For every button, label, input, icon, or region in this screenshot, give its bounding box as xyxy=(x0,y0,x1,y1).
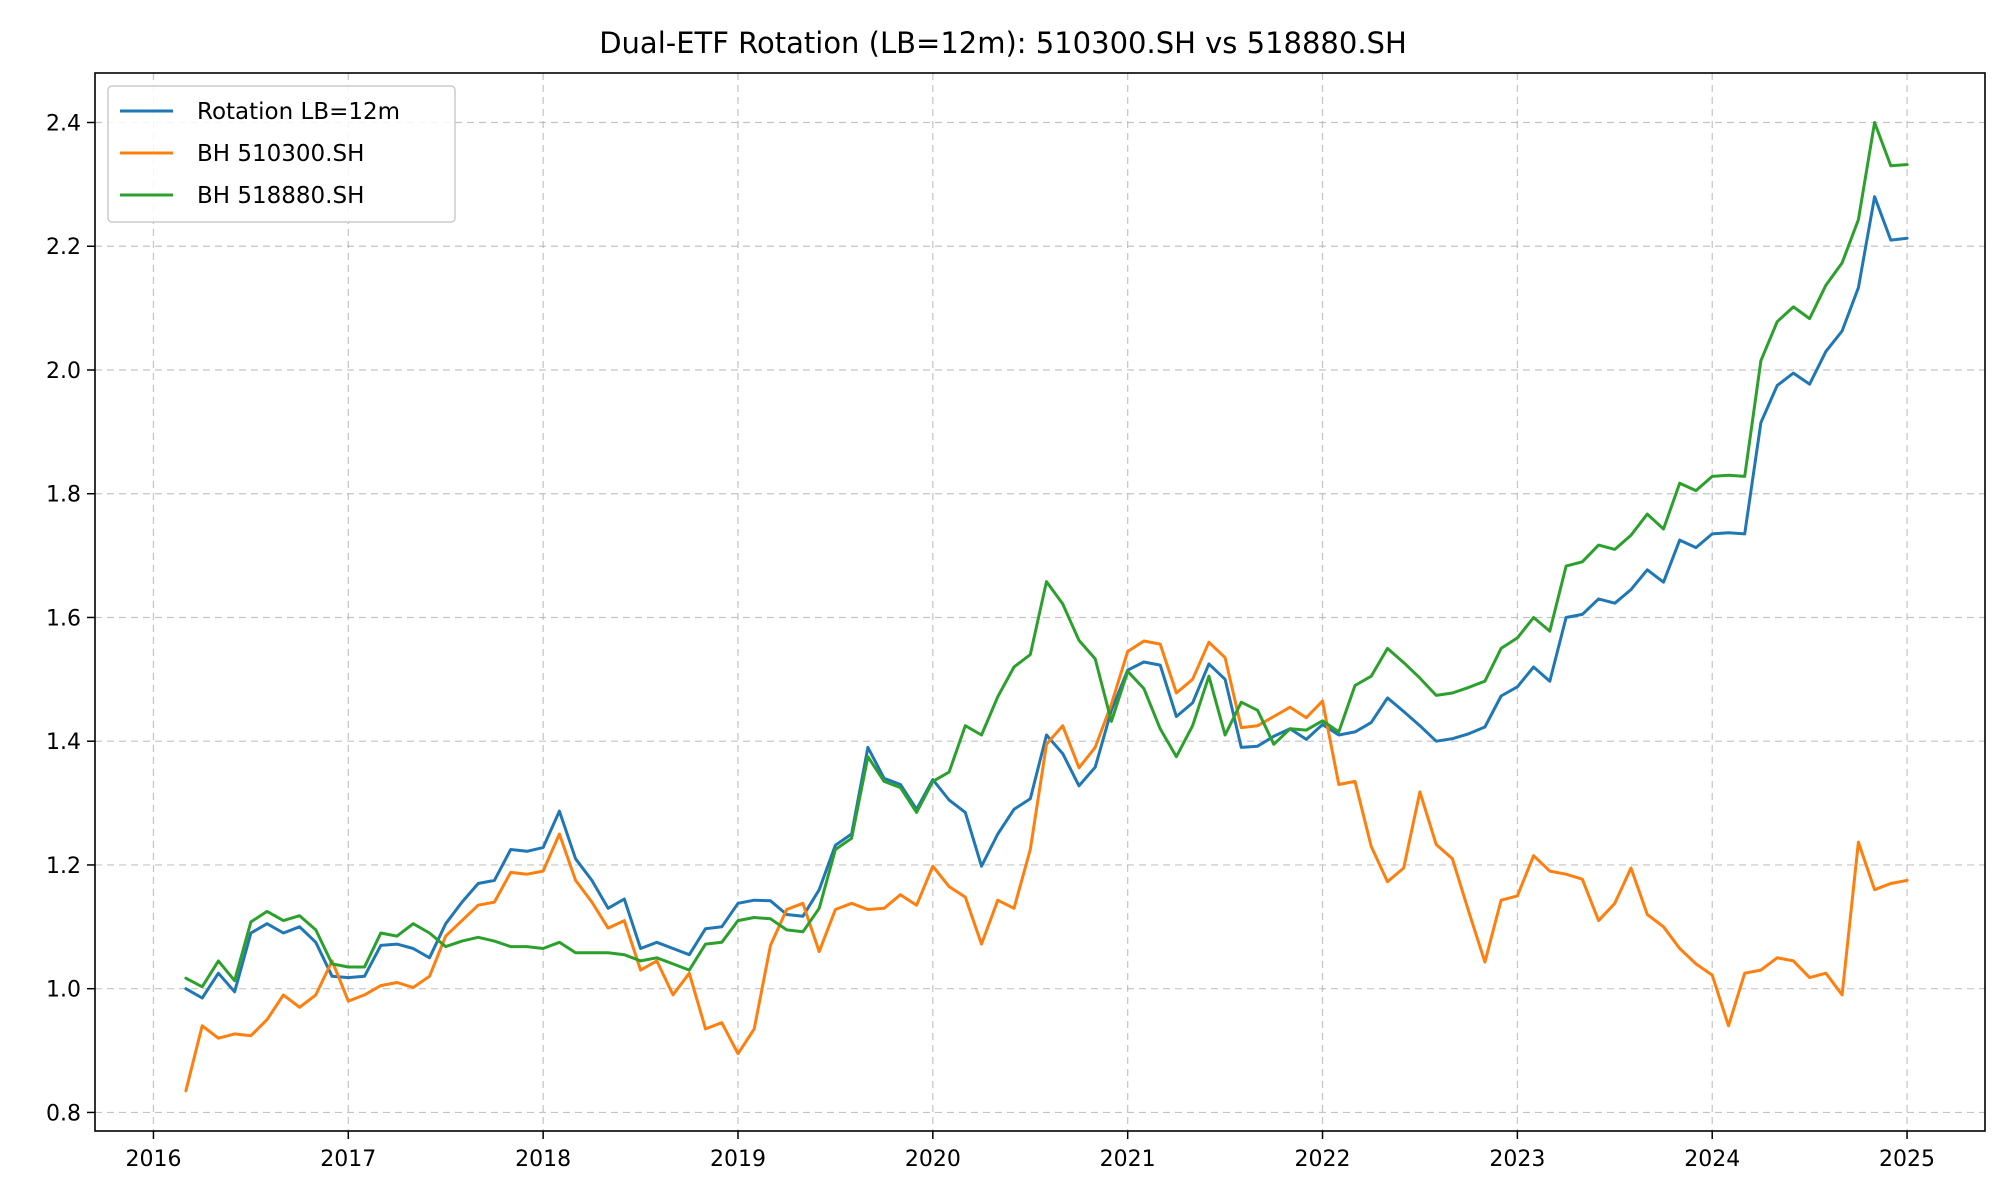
legend-label-rotation: Rotation LB=12m xyxy=(197,99,400,125)
plot-frame xyxy=(94,72,1986,1132)
x-tick-label: 2021 xyxy=(1100,1147,1156,1172)
y-tick-label: 1.8 xyxy=(46,483,81,508)
x-tick-label: 2018 xyxy=(515,1147,571,1172)
y-tick-label: 1.2 xyxy=(46,854,81,879)
y-tick-label: 0.8 xyxy=(46,1101,81,1126)
x-tick-label: 2025 xyxy=(1879,1147,1935,1172)
series-line-rotation-lb-12m xyxy=(184,195,1909,1000)
x-tick-label: 2016 xyxy=(125,1147,181,1172)
x-tick-label: 2023 xyxy=(1489,1147,1545,1172)
chart-title: Dual-ETF Rotation (LB=12m): 510300.SH vs… xyxy=(599,26,1407,60)
legend-label-bh-518880: BH 518880.SH xyxy=(197,183,364,209)
series-layer xyxy=(184,121,1909,1093)
y-tick-label: 2.4 xyxy=(46,111,81,136)
series-line-bh-510300-sh xyxy=(184,639,1909,1093)
grid-layer xyxy=(95,73,1985,1131)
y-tick-label: 1.4 xyxy=(46,730,81,755)
x-tick-label: 2017 xyxy=(320,1147,376,1172)
y-tick-label: 1.6 xyxy=(46,606,81,631)
y-tick-label: 1.0 xyxy=(46,978,81,1003)
series-line-bh-518880-sh xyxy=(184,121,1909,989)
legend-box xyxy=(107,85,456,223)
legend: Rotation LB=12m BH 510300.SH BH 518880.S… xyxy=(107,85,456,223)
x-axis: 2016 2017 2018 2019 2020 2021 2022 2023 2024 2025 xyxy=(125,1131,1935,1172)
x-tick-label: 2022 xyxy=(1295,1147,1351,1172)
x-tick-label: 2020 xyxy=(905,1147,961,1172)
y-axis: 0.8 1.0 1.2 1.4 1.6 1.8 2.0 2.2 2.4 xyxy=(46,111,95,1126)
y-tick-label: 2.0 xyxy=(46,359,81,384)
x-tick-label: 2019 xyxy=(710,1147,766,1172)
legend-label-bh-510300: BH 510300.SH xyxy=(197,141,364,167)
x-tick-label: 2024 xyxy=(1684,1147,1740,1172)
y-tick-label: 2.2 xyxy=(46,235,81,260)
